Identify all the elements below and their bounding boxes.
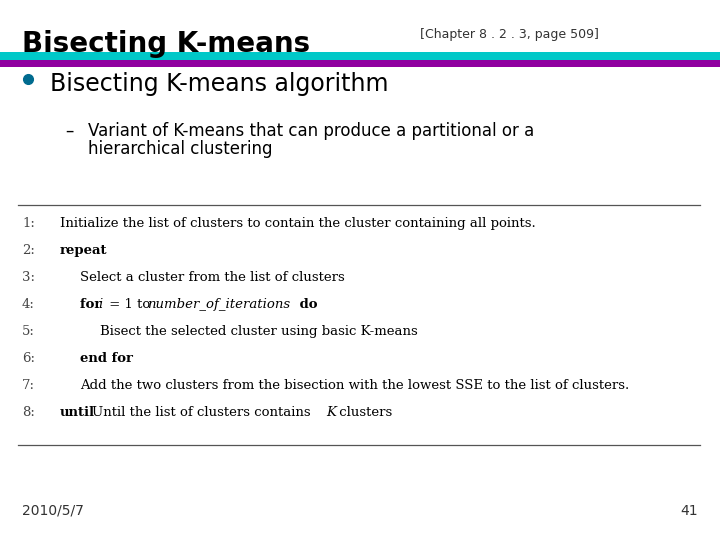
Text: do: do	[295, 298, 318, 311]
Text: end for: end for	[80, 352, 133, 365]
Text: 1:: 1:	[22, 217, 35, 230]
Text: Select a cluster from the list of clusters: Select a cluster from the list of cluste…	[80, 271, 345, 284]
Text: Until the list of clusters contains: Until the list of clusters contains	[92, 406, 315, 419]
Text: Add the two clusters from the bisection with the lowest SSE to the list of clust: Add the two clusters from the bisection …	[80, 379, 629, 392]
Text: –: –	[65, 122, 73, 140]
Text: i: i	[98, 298, 102, 311]
Text: 8:: 8:	[22, 406, 35, 419]
Text: K: K	[326, 406, 336, 419]
Text: until: until	[60, 406, 95, 419]
Text: Initialize the list of clusters to contain the cluster containing all points.: Initialize the list of clusters to conta…	[60, 217, 536, 230]
Text: = 1 to: = 1 to	[105, 298, 155, 311]
Text: 3:: 3:	[22, 271, 35, 284]
Text: 6:: 6:	[22, 352, 35, 365]
Text: Variant of K-means that can produce a partitional or a: Variant of K-means that can produce a pa…	[88, 122, 534, 140]
Text: [Chapter 8 . 2 . 3, page 509]: [Chapter 8 . 2 . 3, page 509]	[420, 28, 599, 41]
Text: for: for	[80, 298, 106, 311]
Text: number_of_iterations: number_of_iterations	[147, 298, 290, 311]
Text: repeat: repeat	[60, 244, 107, 257]
Bar	[0, 52, 720, 60]
Text: 2:: 2:	[22, 244, 35, 257]
Text: 5:: 5:	[22, 325, 35, 338]
Text: Bisecting K-means: Bisecting K-means	[22, 30, 310, 58]
Text: 7:: 7:	[22, 379, 35, 392]
Text: 2010/5/7: 2010/5/7	[22, 504, 84, 518]
Text: clusters: clusters	[335, 406, 392, 419]
Text: hierarchical clustering: hierarchical clustering	[88, 140, 272, 158]
Text: 41: 41	[680, 504, 698, 518]
Text: 4:: 4:	[22, 298, 35, 311]
Bar	[0, 60, 720, 67]
Text: Bisect the selected cluster using basic K-means: Bisect the selected cluster using basic …	[100, 325, 418, 338]
Text: Bisecting K-means algorithm: Bisecting K-means algorithm	[50, 72, 389, 96]
